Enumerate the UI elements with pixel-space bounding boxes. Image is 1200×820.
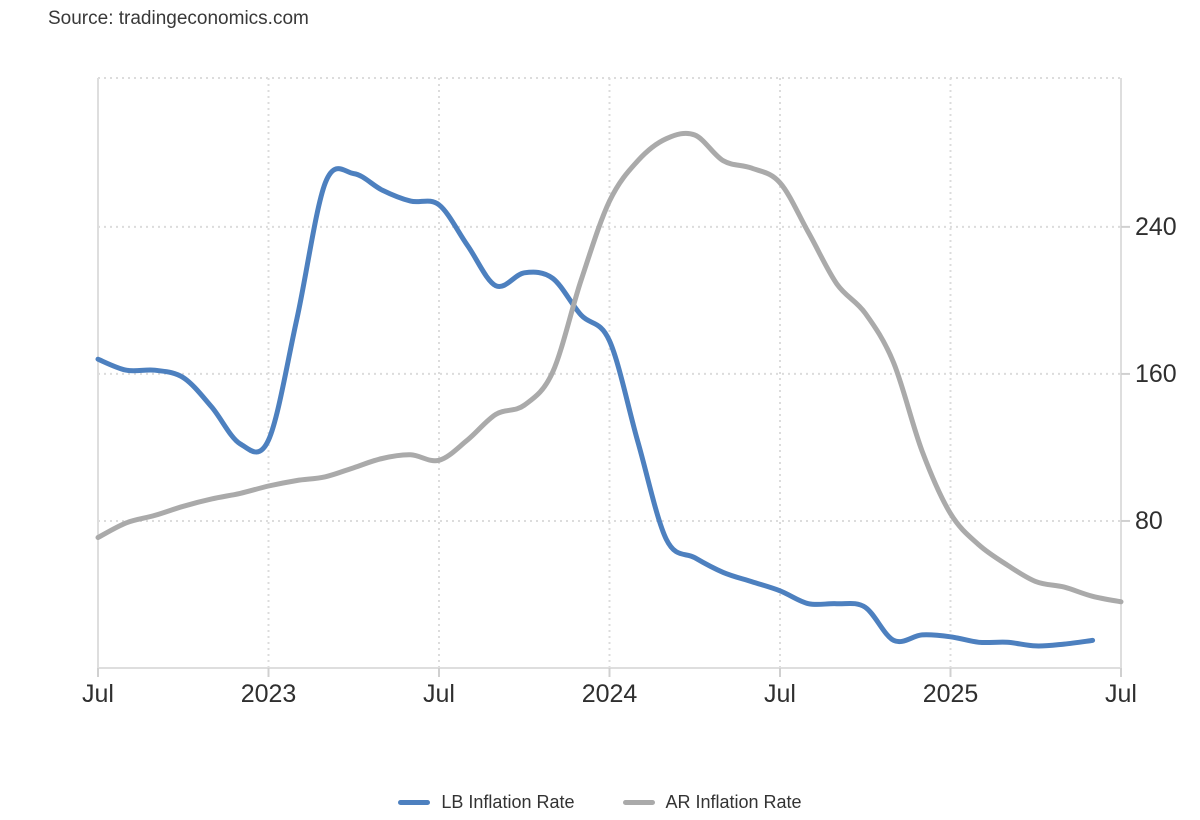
legend-item-lb[interactable]: LB Inflation Rate [398,792,575,813]
x-tick-label-2023-6: 2023 [241,680,297,708]
x-tick-label-Jul-12: Jul [423,680,455,708]
inflation-chart: 80 160 240 Jul 2023 Jul 2024 Jul 2025 Jul [82,77,1177,708]
chart-legend: LB Inflation Rate AR Inflation Rate [0,792,1200,813]
y-tick-label-240: 240 [1135,213,1177,241]
x-tick-label-Jul-24: Jul [764,680,796,708]
y-tick-label-160: 160 [1135,360,1177,388]
lb-series-line [95,166,1096,649]
lb-legend-label: LB Inflation Rate [441,792,575,812]
ar-legend-swatch-line [622,800,655,805]
ar-series-line [95,130,1124,605]
ar-legend-label: AR Inflation Rate [665,792,802,812]
legend-item-ar[interactable]: AR Inflation Rate [622,792,802,813]
y-tick-label-80: 80 [1135,507,1163,535]
source-attribution: Source: tradingeconomics.com [48,8,309,29]
x-tick-label-Jul-0: Jul [82,680,114,708]
lb-legend-swatch-line [398,800,431,805]
x-tick-label-2024-18: 2024 [582,680,638,708]
x-tick-label-2025-30: 2025 [923,680,979,708]
x-tick-label-Jul-36: Jul [1105,680,1137,708]
